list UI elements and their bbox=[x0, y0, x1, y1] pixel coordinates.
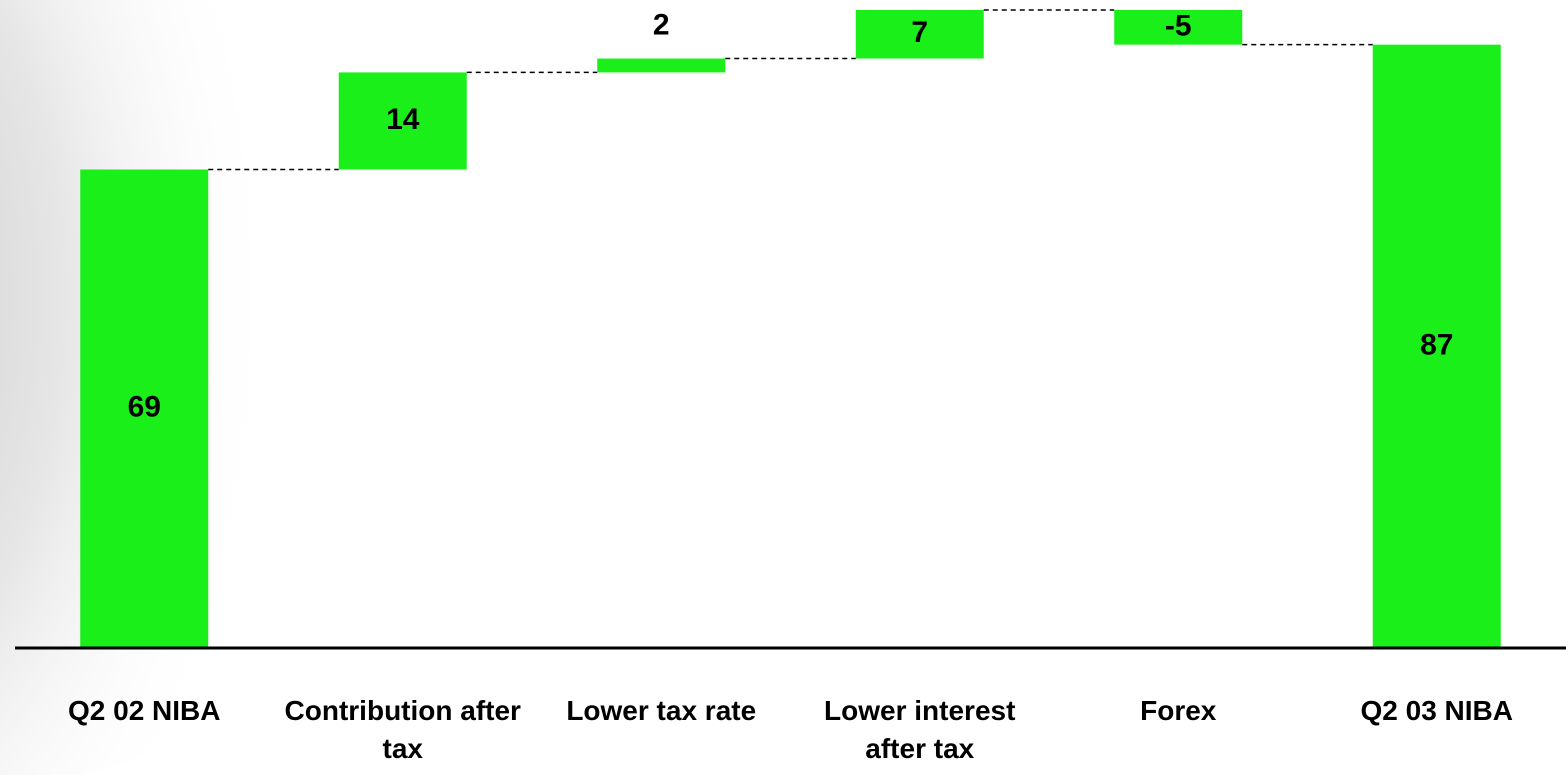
bar bbox=[338, 72, 467, 170]
value-label: -5 bbox=[1165, 9, 1192, 42]
bar bbox=[597, 58, 726, 73]
value-label: 2 bbox=[653, 8, 670, 41]
bar bbox=[80, 169, 209, 648]
value-label: 87 bbox=[1420, 328, 1453, 361]
x-tick-label: Q2 02 NIBA bbox=[68, 695, 221, 726]
x-tick-label: Forex bbox=[1140, 695, 1217, 726]
value-label: 7 bbox=[911, 16, 928, 49]
value-label: 69 bbox=[128, 391, 161, 424]
x-tick-label: Lower tax rate bbox=[566, 695, 757, 726]
x-tick-label: Lower interest after tax bbox=[824, 695, 1016, 764]
value-label: 14 bbox=[386, 103, 420, 136]
bar bbox=[855, 10, 984, 59]
x-tick-label: Q2 03 NIBA bbox=[1360, 695, 1514, 726]
x-tick-label: Contribution after tax bbox=[284, 695, 521, 764]
bar bbox=[1114, 10, 1243, 45]
bar bbox=[1372, 44, 1501, 649]
